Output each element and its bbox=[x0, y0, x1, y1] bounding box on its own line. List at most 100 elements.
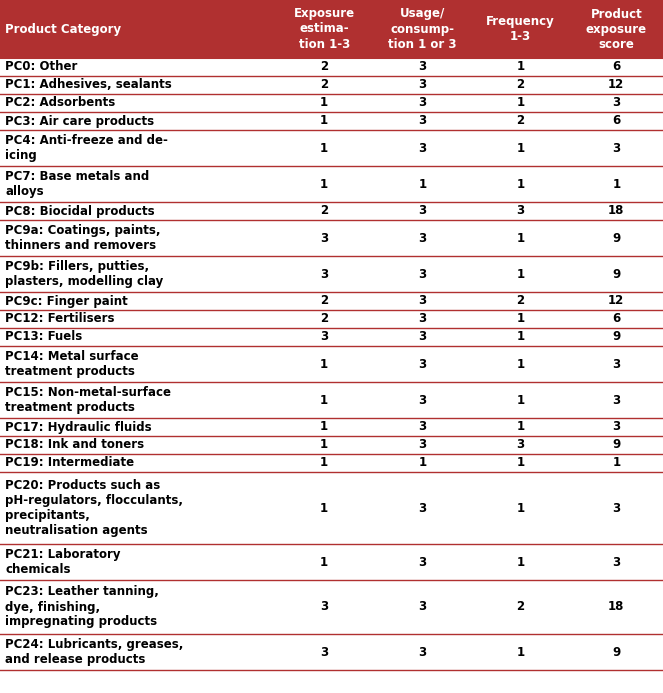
Text: 1: 1 bbox=[320, 114, 328, 128]
Text: 1: 1 bbox=[612, 457, 621, 469]
Text: Product
exposure
score: Product exposure score bbox=[585, 8, 647, 51]
Text: 2: 2 bbox=[320, 313, 328, 326]
Text: Frequency
1-3: Frequency 1-3 bbox=[486, 15, 555, 43]
Text: 2: 2 bbox=[516, 295, 524, 308]
Text: 9: 9 bbox=[612, 331, 621, 344]
Text: PC1: Adhesives, sealants: PC1: Adhesives, sealants bbox=[5, 78, 172, 91]
Bar bbox=[0, 382, 663, 418]
Text: 1: 1 bbox=[516, 331, 524, 344]
Text: 3: 3 bbox=[320, 601, 328, 613]
Bar bbox=[0, 220, 663, 256]
Bar bbox=[0, 328, 663, 346]
Text: 1: 1 bbox=[612, 177, 621, 191]
Text: 3: 3 bbox=[612, 556, 621, 568]
Text: 1: 1 bbox=[320, 457, 328, 469]
Text: 3: 3 bbox=[516, 439, 524, 452]
Text: 1: 1 bbox=[516, 645, 524, 658]
Bar bbox=[0, 58, 663, 76]
Text: 1: 1 bbox=[320, 502, 328, 514]
Text: 1: 1 bbox=[516, 502, 524, 514]
Text: 3: 3 bbox=[320, 331, 328, 344]
Text: 18: 18 bbox=[608, 204, 625, 218]
Text: 3: 3 bbox=[418, 96, 426, 109]
Text: 1: 1 bbox=[320, 394, 328, 407]
Text: 3: 3 bbox=[418, 114, 426, 128]
Text: 3: 3 bbox=[612, 502, 621, 514]
Text: PC13: Fuels: PC13: Fuels bbox=[5, 331, 82, 344]
Bar bbox=[0, 346, 663, 382]
Text: 1: 1 bbox=[320, 439, 328, 452]
Text: PC24: Lubricants, greases,
and release products: PC24: Lubricants, greases, and release p… bbox=[5, 638, 184, 666]
Text: 3: 3 bbox=[418, 60, 426, 73]
Bar bbox=[0, 0, 663, 58]
Text: 1: 1 bbox=[320, 141, 328, 155]
Text: 3: 3 bbox=[418, 204, 426, 218]
Bar bbox=[0, 130, 663, 166]
Text: PC12: Fertilisers: PC12: Fertilisers bbox=[5, 313, 115, 326]
Text: PC19: Intermediate: PC19: Intermediate bbox=[5, 457, 134, 469]
Bar bbox=[0, 436, 663, 454]
Bar bbox=[0, 544, 663, 580]
Text: 3: 3 bbox=[418, 267, 426, 281]
Text: 2: 2 bbox=[320, 78, 328, 91]
Text: 3: 3 bbox=[320, 267, 328, 281]
Text: 3: 3 bbox=[418, 313, 426, 326]
Text: 3: 3 bbox=[418, 295, 426, 308]
Text: 1: 1 bbox=[516, 231, 524, 245]
Bar bbox=[0, 580, 663, 634]
Text: 9: 9 bbox=[612, 267, 621, 281]
Text: 1: 1 bbox=[516, 96, 524, 109]
Text: PC15: Non-metal-surface
treatment products: PC15: Non-metal-surface treatment produc… bbox=[5, 386, 171, 414]
Text: 1: 1 bbox=[320, 421, 328, 434]
Text: PC23: Leather tanning,
dye, finishing,
impregnating products: PC23: Leather tanning, dye, finishing, i… bbox=[5, 586, 159, 629]
Text: PC9b: Fillers, putties,
plasters, modelling clay: PC9b: Fillers, putties, plasters, modell… bbox=[5, 260, 163, 288]
Text: 2: 2 bbox=[320, 295, 328, 308]
Text: PC0: Other: PC0: Other bbox=[5, 60, 78, 73]
Text: 1: 1 bbox=[516, 60, 524, 73]
Text: 12: 12 bbox=[608, 78, 625, 91]
Text: 3: 3 bbox=[418, 331, 426, 344]
Text: 1: 1 bbox=[516, 141, 524, 155]
Text: Exposure
estima-
tion 1-3: Exposure estima- tion 1-3 bbox=[294, 8, 355, 51]
Bar bbox=[0, 76, 663, 94]
Bar bbox=[0, 202, 663, 220]
Text: 9: 9 bbox=[612, 439, 621, 452]
Text: 1: 1 bbox=[320, 556, 328, 568]
Text: 3: 3 bbox=[418, 645, 426, 658]
Text: 3: 3 bbox=[320, 231, 328, 245]
Text: 3: 3 bbox=[418, 78, 426, 91]
Text: 1: 1 bbox=[320, 358, 328, 371]
Text: 3: 3 bbox=[418, 439, 426, 452]
Text: 6: 6 bbox=[612, 60, 621, 73]
Text: 2: 2 bbox=[516, 78, 524, 91]
Text: 3: 3 bbox=[418, 141, 426, 155]
Text: 1: 1 bbox=[516, 556, 524, 568]
Text: PC9c: Finger paint: PC9c: Finger paint bbox=[5, 295, 128, 308]
Text: 2: 2 bbox=[516, 114, 524, 128]
Text: PC9a: Coatings, paints,
thinners and removers: PC9a: Coatings, paints, thinners and rem… bbox=[5, 224, 160, 252]
Text: PC4: Anti-freeze and de-
icing: PC4: Anti-freeze and de- icing bbox=[5, 134, 168, 162]
Text: PC21: Laboratory
chemicals: PC21: Laboratory chemicals bbox=[5, 548, 121, 576]
Bar bbox=[0, 256, 663, 292]
Text: 1: 1 bbox=[516, 177, 524, 191]
Bar bbox=[0, 166, 663, 202]
Text: PC7: Base metals and
alloys: PC7: Base metals and alloys bbox=[5, 170, 149, 198]
Text: 1: 1 bbox=[516, 394, 524, 407]
Text: 6: 6 bbox=[612, 313, 621, 326]
Text: 1: 1 bbox=[418, 457, 426, 469]
Text: 2: 2 bbox=[320, 204, 328, 218]
Text: 1: 1 bbox=[516, 457, 524, 469]
Text: PC20: Products such as
pH-regulators, flocculants,
precipitants,
neutralisation : PC20: Products such as pH-regulators, fl… bbox=[5, 479, 183, 537]
Bar bbox=[0, 454, 663, 472]
Text: PC8: Biocidal products: PC8: Biocidal products bbox=[5, 204, 154, 218]
Text: 3: 3 bbox=[612, 141, 621, 155]
Bar bbox=[0, 634, 663, 670]
Text: 1: 1 bbox=[516, 267, 524, 281]
Text: 3: 3 bbox=[612, 421, 621, 434]
Text: 3: 3 bbox=[418, 421, 426, 434]
Text: Product Category: Product Category bbox=[5, 22, 121, 35]
Bar bbox=[0, 292, 663, 310]
Text: 3: 3 bbox=[418, 601, 426, 613]
Text: 12: 12 bbox=[608, 295, 625, 308]
Bar bbox=[0, 310, 663, 328]
